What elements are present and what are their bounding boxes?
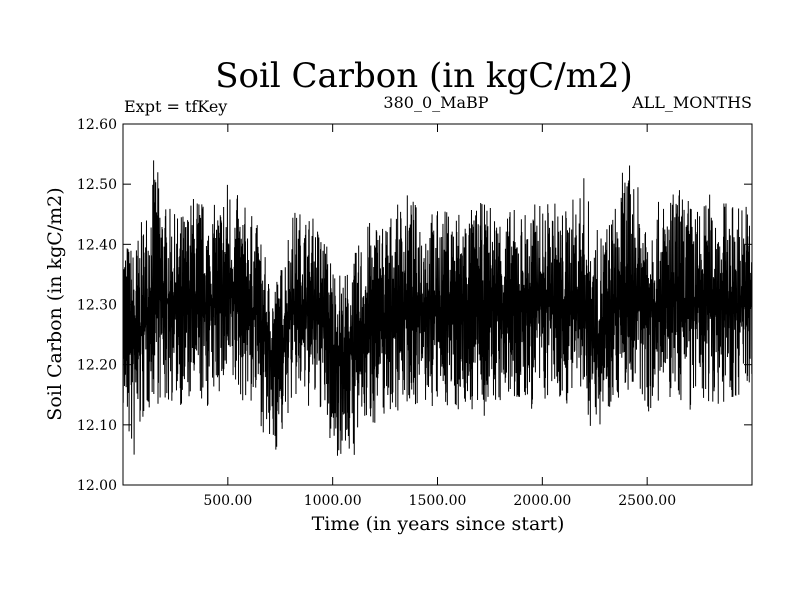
x-tick-label: 1000.00 [304, 493, 362, 509]
experiment-label: Expt = tfKey [124, 97, 227, 116]
y-tick-label: 12.40 [77, 237, 117, 253]
y-axis-label: Soil Carbon (in kgC/m2) [44, 187, 66, 420]
run-id-label: 380_0_MaBP [383, 93, 488, 112]
x-tick-label: 2500.00 [618, 493, 676, 509]
y-tick-label: 12.30 [77, 298, 117, 314]
series-line [122, 160, 753, 456]
y-tick-label: 12.60 [77, 117, 117, 133]
y-tick-label: 12.20 [77, 358, 117, 374]
y-tick-label: 12.50 [77, 177, 117, 193]
x-tick-label: 2000.00 [513, 493, 571, 509]
series-layer [122, 160, 753, 456]
x-tick-label: 500.00 [203, 493, 252, 509]
chart-title: Soil Carbon (in kgC/m2) [215, 56, 633, 96]
y-tick-label: 12.10 [77, 418, 117, 434]
x-axis-label: Time (in years since start) [312, 513, 565, 535]
x-tick-label: 1500.00 [409, 493, 467, 509]
months-label: ALL_MONTHS [631, 93, 752, 112]
plot-frame [122, 123, 753, 486]
y-tick-label: 12.00 [77, 478, 117, 494]
